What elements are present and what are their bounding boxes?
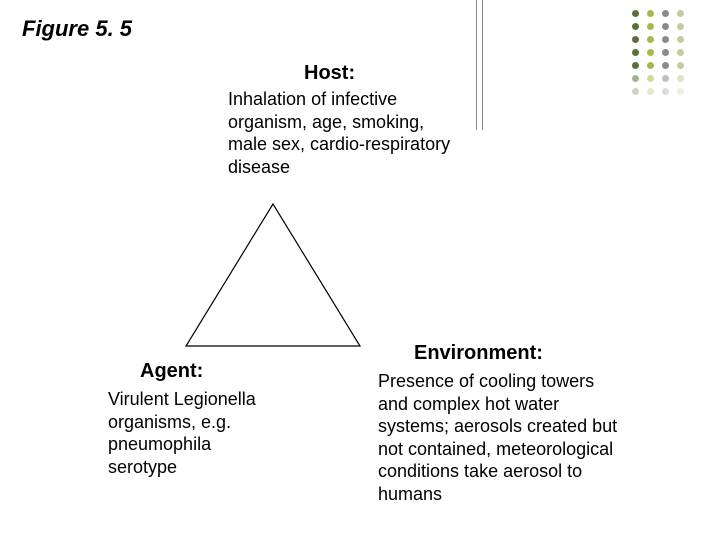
decor-dot xyxy=(647,88,654,95)
environment-body: Presence of cooling towers and complex h… xyxy=(378,370,626,505)
decor-dot xyxy=(677,88,684,95)
decor-dot xyxy=(647,23,654,30)
decor-dot xyxy=(662,10,669,17)
decor-dot xyxy=(647,62,654,69)
decor-dot xyxy=(632,75,639,82)
decor-dot xyxy=(662,75,669,82)
decor-dot xyxy=(662,36,669,43)
environment-title: Environment: xyxy=(414,342,543,365)
decor-dot xyxy=(647,36,654,43)
host-body: Inhalation of infective organism, age, s… xyxy=(228,88,458,178)
decor-vline-2 xyxy=(482,0,483,130)
decor-dot xyxy=(632,36,639,43)
decor-dot xyxy=(677,10,684,17)
epi-triangle xyxy=(178,196,368,354)
decor-dot xyxy=(662,49,669,56)
decor-dot xyxy=(632,88,639,95)
decor-dot xyxy=(647,75,654,82)
decor-dot xyxy=(662,23,669,30)
decor-dot xyxy=(632,49,639,56)
decor-dot-grid xyxy=(632,10,702,110)
decor-dot xyxy=(677,23,684,30)
decor-dot xyxy=(677,75,684,82)
decor-dot xyxy=(647,49,654,56)
agent-title: Agent: xyxy=(140,360,203,383)
decor-dot xyxy=(677,36,684,43)
decor-dot xyxy=(632,10,639,17)
figure-label: Figure 5. 5 xyxy=(22,16,132,42)
decor-dot xyxy=(632,62,639,69)
decor-dot xyxy=(677,49,684,56)
decor-dot xyxy=(662,62,669,69)
decor-dot xyxy=(677,62,684,69)
decor-vline-1 xyxy=(476,0,477,130)
decor-dot xyxy=(632,23,639,30)
decor-dot xyxy=(662,88,669,95)
agent-body: Virulent Legionella organisms, e.g. pneu… xyxy=(108,388,258,478)
decor-dot xyxy=(647,10,654,17)
host-title: Host: xyxy=(304,62,355,85)
